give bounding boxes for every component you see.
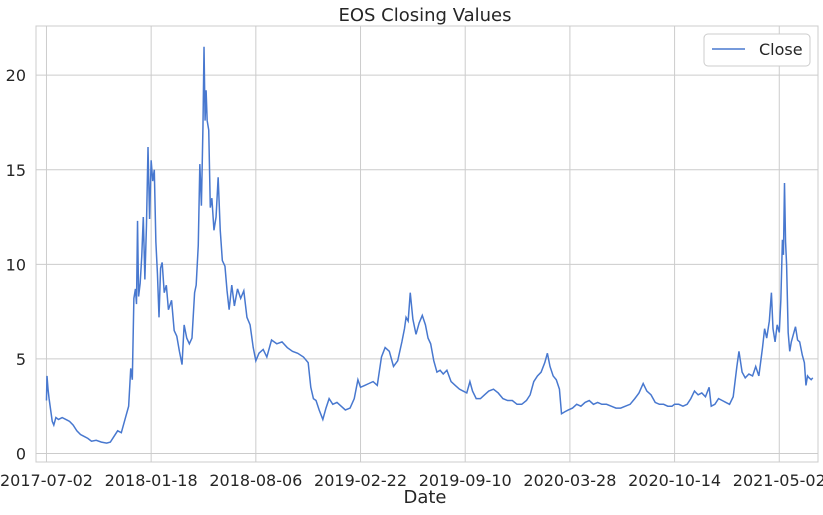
x-tick-label: 2020-03-28: [523, 471, 616, 490]
x-tick-label: 2019-09-10: [419, 471, 512, 490]
x-tick-label: 2020-10-14: [628, 471, 721, 490]
legend: Close: [703, 33, 811, 67]
x-tick-label: 2017-07-02: [0, 471, 93, 490]
y-tick-label: 10: [6, 255, 26, 274]
x-tick-label: 2021-05-02: [733, 471, 823, 490]
close-series-line: [45, 46, 814, 444]
x-tick-label: 2018-01-18: [105, 471, 198, 490]
x-grid: [45, 26, 780, 462]
plot-area: [35, 25, 819, 463]
x-tick-label: 2019-02-22: [314, 471, 407, 490]
x-tick-label: 2018-08-06: [209, 471, 302, 490]
chart-title: EOS Closing Values: [338, 5, 511, 26]
y-tick-label: 20: [6, 66, 26, 85]
y-tick-labels: 0 5 10 15 20: [6, 66, 26, 463]
x-axis-label: Date: [403, 487, 446, 508]
x-tick-labels: 2017-07-02 2018-01-18 2018-08-06 2019-02-22…: [0, 471, 823, 490]
y-tick-label: 15: [6, 161, 26, 180]
legend-label: Close: [759, 40, 803, 59]
y-grid: [36, 74, 818, 454]
y-tick-label: 0: [16, 444, 26, 463]
legend-box: [703, 33, 811, 67]
y-tick-label: 5: [16, 350, 26, 369]
